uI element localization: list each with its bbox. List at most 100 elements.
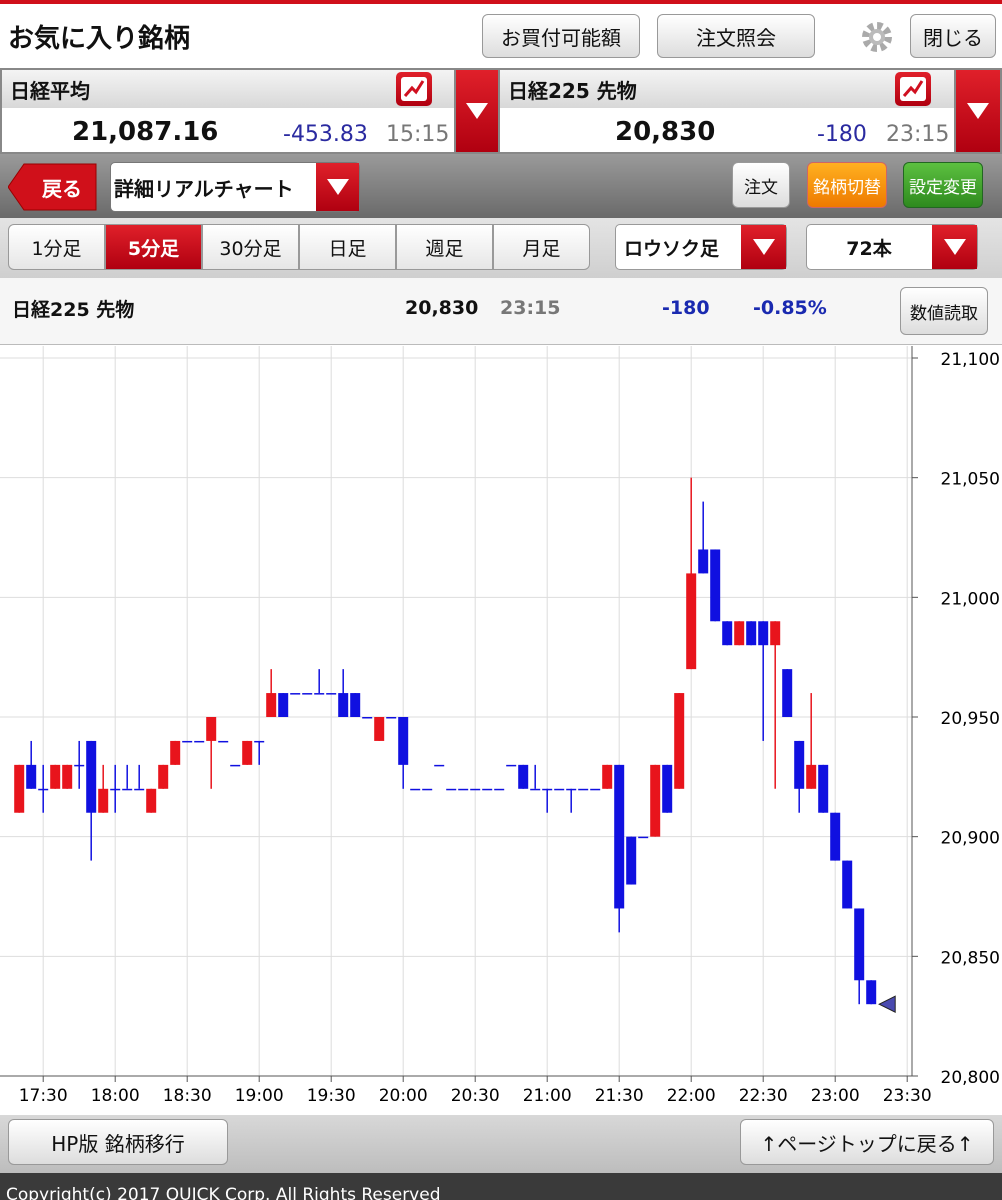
quote-name: 日経225 先物 [508, 78, 637, 103]
y-tick-label: 20,800 [941, 1068, 1000, 1088]
candle-body [638, 836, 649, 839]
candle-body [326, 693, 337, 695]
candle-body [614, 764, 625, 909]
candle-body [602, 764, 613, 789]
candle-body [230, 764, 241, 767]
candle-body [14, 764, 25, 813]
quote-price: 20,830 [615, 117, 716, 147]
info-change: -180 [662, 297, 710, 319]
candle-body [278, 693, 289, 717]
y-tick-label: 21,100 [941, 350, 1000, 370]
candle-body [110, 788, 121, 791]
candle-body [26, 764, 37, 789]
x-tick-label: 21:30 [595, 1086, 644, 1106]
candle-body [770, 621, 781, 646]
chart-icon[interactable] [895, 72, 931, 106]
x-tick-label: 17:30 [19, 1086, 68, 1106]
candle-body [578, 788, 589, 791]
quote-price: 21,087.16 [72, 117, 219, 147]
view-select-label[interactable]: 詳細リアルチャート [114, 176, 294, 201]
x-tick-label: 18:00 [91, 1086, 140, 1106]
candle-body [794, 740, 805, 789]
candle-body [854, 908, 865, 981]
chart-icon[interactable] [396, 72, 432, 106]
candle-body [746, 621, 757, 646]
order-button[interactable]: 注文 [732, 162, 790, 208]
quote-dropdown[interactable] [456, 70, 498, 152]
info-time: 23:15 [500, 297, 561, 319]
copyright-bar: Copyright(c) 2017 QUICK Corp. All Rights… [0, 1173, 1002, 1200]
candle-body [338, 693, 349, 717]
candle-body [350, 693, 361, 717]
page-top-button[interactable]: ↑ページトップに戻る↑ [740, 1119, 994, 1165]
y-tick-label: 21,050 [941, 470, 1000, 490]
candle-body [470, 788, 481, 791]
candle-body [662, 764, 673, 813]
close-button[interactable]: 閉じる [910, 14, 996, 58]
settings-icon[interactable] [858, 18, 896, 56]
y-tick-label: 20,950 [941, 709, 1000, 729]
candle-body [626, 836, 637, 885]
interval-tab[interactable]: 5分足 [105, 224, 202, 270]
x-tick-label: 21:00 [523, 1086, 572, 1106]
select-arrow[interactable] [932, 225, 977, 269]
interval-tab[interactable]: 日足 [299, 224, 396, 270]
quote-header [500, 70, 954, 108]
candle-body [842, 860, 853, 909]
select-arrow[interactable] [316, 163, 359, 211]
last-price-marker [878, 995, 896, 1014]
candle-body [722, 621, 733, 646]
candle-body [194, 740, 205, 743]
quote-name: 日経平均 [10, 78, 90, 103]
candle-body [86, 740, 97, 813]
style-select-label[interactable]: ロウソク足 [624, 237, 720, 260]
back-label[interactable]: 戻る [42, 176, 82, 201]
interval-tab[interactable]: 1分足 [8, 224, 105, 270]
arrow [752, 239, 775, 255]
buying-power-button[interactable]: お買付可能額 [482, 14, 640, 58]
chart-icon-glyph [401, 77, 427, 101]
candle-body [758, 621, 769, 646]
quote-values [2, 108, 454, 152]
arrow [943, 239, 966, 255]
candle-body [698, 549, 709, 574]
quote-change: -180 [817, 121, 867, 147]
back-button[interactable] [8, 162, 98, 212]
top-strip [0, 0, 1002, 4]
candle-body [158, 764, 169, 789]
arrow [326, 179, 349, 195]
interval-tab[interactable]: 30分足 [202, 224, 299, 270]
count-select-label[interactable]: 72本 [846, 237, 892, 260]
candle-body [818, 764, 829, 813]
candle-body [566, 788, 577, 791]
candle-body [542, 788, 553, 791]
candle-body [674, 693, 685, 789]
read-values-button[interactable]: 数値読取 [900, 287, 988, 335]
copyright: Copyright(c) 2017 QUICK Corp. All Rights… [6, 1185, 441, 1200]
settings-button[interactable]: 設定変更 [903, 162, 983, 208]
switch-button[interactable]: 銘柄切替 [807, 162, 887, 208]
x-tick-label: 19:30 [307, 1086, 356, 1106]
y-tick-label: 20,900 [941, 829, 1000, 849]
x-tick-label: 20:00 [379, 1086, 428, 1106]
order-inquiry-button[interactable]: 注文照会 [657, 14, 815, 58]
x-tick-label: 23:30 [883, 1086, 932, 1106]
interval-tab[interactable]: 月足 [493, 224, 590, 270]
hp-version-button[interactable]: HP版 銘柄移行 [8, 1119, 228, 1165]
quote-dropdown[interactable] [956, 70, 1000, 152]
candle-body [182, 740, 193, 743]
candle-body [590, 788, 601, 791]
x-tick-label: 22:30 [739, 1086, 788, 1106]
candle-body [266, 693, 277, 717]
quote-values [500, 108, 954, 152]
select-arrow[interactable] [741, 225, 786, 269]
quote-change: -453.83 [283, 121, 368, 147]
candle-body [734, 621, 745, 646]
interval-tab[interactable]: 週足 [396, 224, 493, 270]
candle-body [254, 740, 265, 743]
candle-body [314, 693, 325, 695]
candle-body [650, 764, 661, 837]
candle-body [50, 764, 61, 789]
candle-body [362, 717, 373, 719]
